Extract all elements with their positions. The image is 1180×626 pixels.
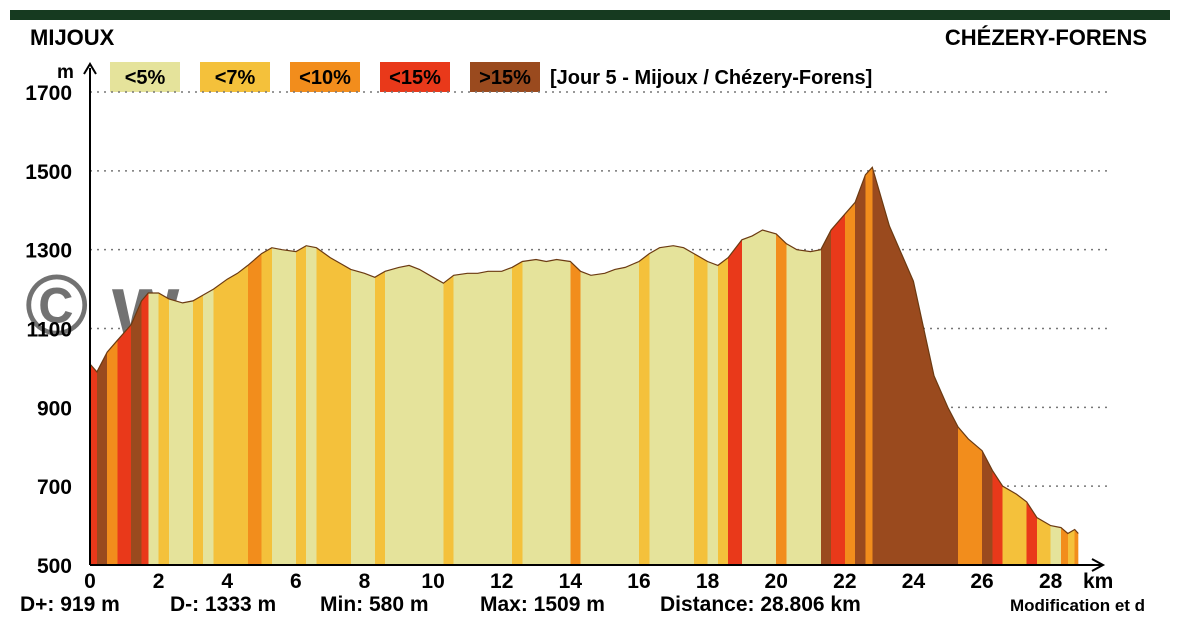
x-tick-label-1: 2	[153, 570, 165, 593]
x-tick-label-6: 12	[490, 570, 513, 593]
x-tick-label-10: 20	[765, 570, 788, 593]
x-tick-label-0: 0	[84, 570, 96, 593]
x-tick-label-9: 18	[696, 570, 720, 593]
axes	[83, 62, 1106, 572]
profile-line	[89, 166, 1079, 535]
end-place-label: CHÉZERY-FORENS	[945, 25, 1147, 50]
x-tick-labels: 0 2 4 6 8 10 12 14 16 18 20 22 24 26 28	[84, 570, 1063, 593]
x-tick-label-2: 4	[221, 570, 233, 593]
profile-area	[90, 167, 1079, 566]
y-tick-label-1: 700	[37, 476, 72, 499]
legend-label-2: <10%	[299, 67, 351, 89]
x-tick-label-4: 8	[359, 570, 371, 593]
top-banner-bar	[10, 10, 1170, 20]
legend-swatch-0	[110, 62, 180, 92]
legend-label-3: <15%	[389, 67, 441, 89]
y-tick-label-4: 1300	[25, 240, 72, 263]
x-tick-label-11: 22	[833, 570, 856, 593]
stage-title: [Jour 5 - Mijoux / Chézery-Forens]	[550, 67, 872, 89]
y-tick-labels: 500 700 900 1100 1300 1500 1700	[25, 82, 72, 578]
legend-swatch-3	[380, 62, 450, 92]
y-axis-unit-label: m	[57, 62, 74, 83]
y-tick-label-6: 1700	[25, 82, 72, 105]
x-tick-label-12: 24	[902, 570, 926, 593]
x-tick-label-13: 26	[970, 570, 993, 593]
x-axis-arrow	[1091, 558, 1106, 572]
start-place-label: MIJOUX	[30, 25, 115, 50]
x-tick-label-5: 10	[421, 570, 444, 593]
y-tick-label-2: 900	[37, 397, 72, 420]
stat-min: Min: 580 m	[320, 593, 429, 616]
legend-swatch-2	[290, 62, 360, 92]
profile-area-group	[89, 166, 1079, 566]
x-tick-label-14: 28	[1039, 570, 1063, 593]
legend-swatch-4	[470, 62, 540, 92]
stat-distance: Distance: 28.806 km	[660, 593, 861, 616]
gradient-legend: <5% <7% <10% <15% >15%	[110, 62, 540, 92]
legend-label-1: <7%	[215, 67, 256, 89]
y-axis-arrow	[83, 62, 97, 75]
x-tick-label-7: 14	[559, 570, 583, 593]
stat-max: Max: 1509 m	[480, 593, 605, 616]
legend-label-4: >15%	[479, 67, 531, 89]
x-tick-label-3: 6	[290, 570, 302, 593]
y-tick-label-3: 1100	[26, 319, 72, 342]
footer-note: Modification et d	[1010, 596, 1145, 615]
stat-dminus: D-: 1333 m	[170, 593, 276, 616]
legend-label-0: <5%	[125, 67, 166, 89]
stat-dplus: D+: 919 m	[20, 593, 120, 616]
legend-swatch-1	[200, 62, 270, 92]
y-tick-label-0: 500	[37, 555, 72, 578]
x-tick-label-8: 16	[627, 570, 650, 593]
y-tick-label-5: 1500	[25, 161, 72, 184]
x-axis-unit-label: km	[1083, 570, 1113, 593]
